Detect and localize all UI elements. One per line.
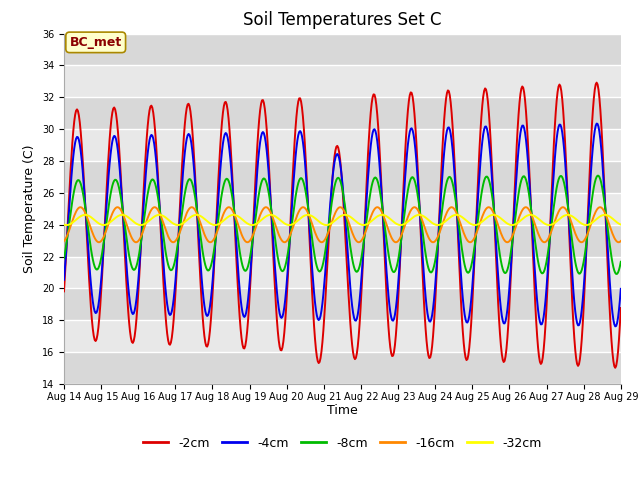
-16cm xyxy=(388,236,396,242)
-32cm xyxy=(432,222,440,228)
Text: BC_met: BC_met xyxy=(70,36,122,49)
Bar xyxy=(64,225,621,257)
-32cm xyxy=(388,218,396,224)
-32cm xyxy=(481,216,489,222)
-16cm xyxy=(617,238,625,244)
-32cm xyxy=(60,222,68,228)
Bar xyxy=(64,65,621,97)
-4cm xyxy=(312,307,320,312)
-16cm xyxy=(60,238,68,244)
Bar xyxy=(64,161,621,193)
Bar xyxy=(64,288,621,320)
-8cm xyxy=(432,254,440,260)
-2cm xyxy=(593,80,600,85)
Line: -16cm: -16cm xyxy=(64,207,621,242)
-2cm xyxy=(611,365,619,371)
Bar xyxy=(64,352,621,384)
-2cm xyxy=(204,344,211,349)
-8cm xyxy=(312,260,320,265)
-8cm xyxy=(159,228,166,233)
-2cm xyxy=(432,288,440,294)
-16cm xyxy=(312,232,320,238)
Bar xyxy=(64,320,621,352)
Bar xyxy=(64,97,621,129)
-32cm xyxy=(159,213,166,218)
-8cm xyxy=(204,267,211,273)
-16cm xyxy=(429,240,437,245)
-4cm xyxy=(611,324,619,329)
-32cm xyxy=(471,222,479,228)
Title: Soil Temperatures Set C: Soil Temperatures Set C xyxy=(243,11,442,29)
Bar xyxy=(64,129,621,161)
-2cm xyxy=(159,263,166,269)
-8cm xyxy=(594,173,602,179)
-4cm xyxy=(204,313,211,319)
-32cm xyxy=(312,216,320,222)
Line: -2cm: -2cm xyxy=(64,83,621,368)
-8cm xyxy=(388,267,396,273)
-4cm xyxy=(432,275,440,280)
-32cm xyxy=(204,218,211,224)
Y-axis label: Soil Temperature (C): Soil Temperature (C) xyxy=(23,144,36,273)
Bar xyxy=(64,34,621,65)
-32cm xyxy=(452,212,460,218)
-8cm xyxy=(60,255,68,261)
-2cm xyxy=(388,353,396,359)
-2cm xyxy=(617,305,625,311)
-4cm xyxy=(617,286,625,292)
Legend: -2cm, -4cm, -8cm, -16cm, -32cm: -2cm, -4cm, -8cm, -16cm, -32cm xyxy=(138,432,547,455)
-4cm xyxy=(60,277,68,283)
-16cm xyxy=(159,218,166,224)
-4cm xyxy=(159,248,166,253)
Bar xyxy=(64,193,621,225)
-4cm xyxy=(479,132,487,137)
-2cm xyxy=(60,288,68,294)
-16cm xyxy=(434,234,442,240)
-2cm xyxy=(479,94,487,99)
-8cm xyxy=(617,259,625,264)
-4cm xyxy=(388,317,396,323)
-8cm xyxy=(612,271,620,277)
Line: -8cm: -8cm xyxy=(64,176,621,274)
-16cm xyxy=(481,207,489,213)
-16cm xyxy=(204,237,211,243)
-2cm xyxy=(312,346,320,352)
-8cm xyxy=(479,181,487,187)
Line: -4cm: -4cm xyxy=(64,123,621,326)
-16cm xyxy=(411,204,419,210)
-4cm xyxy=(593,120,600,126)
-32cm xyxy=(617,222,625,228)
Bar xyxy=(64,257,621,288)
Line: -32cm: -32cm xyxy=(64,215,621,225)
X-axis label: Time: Time xyxy=(327,405,358,418)
